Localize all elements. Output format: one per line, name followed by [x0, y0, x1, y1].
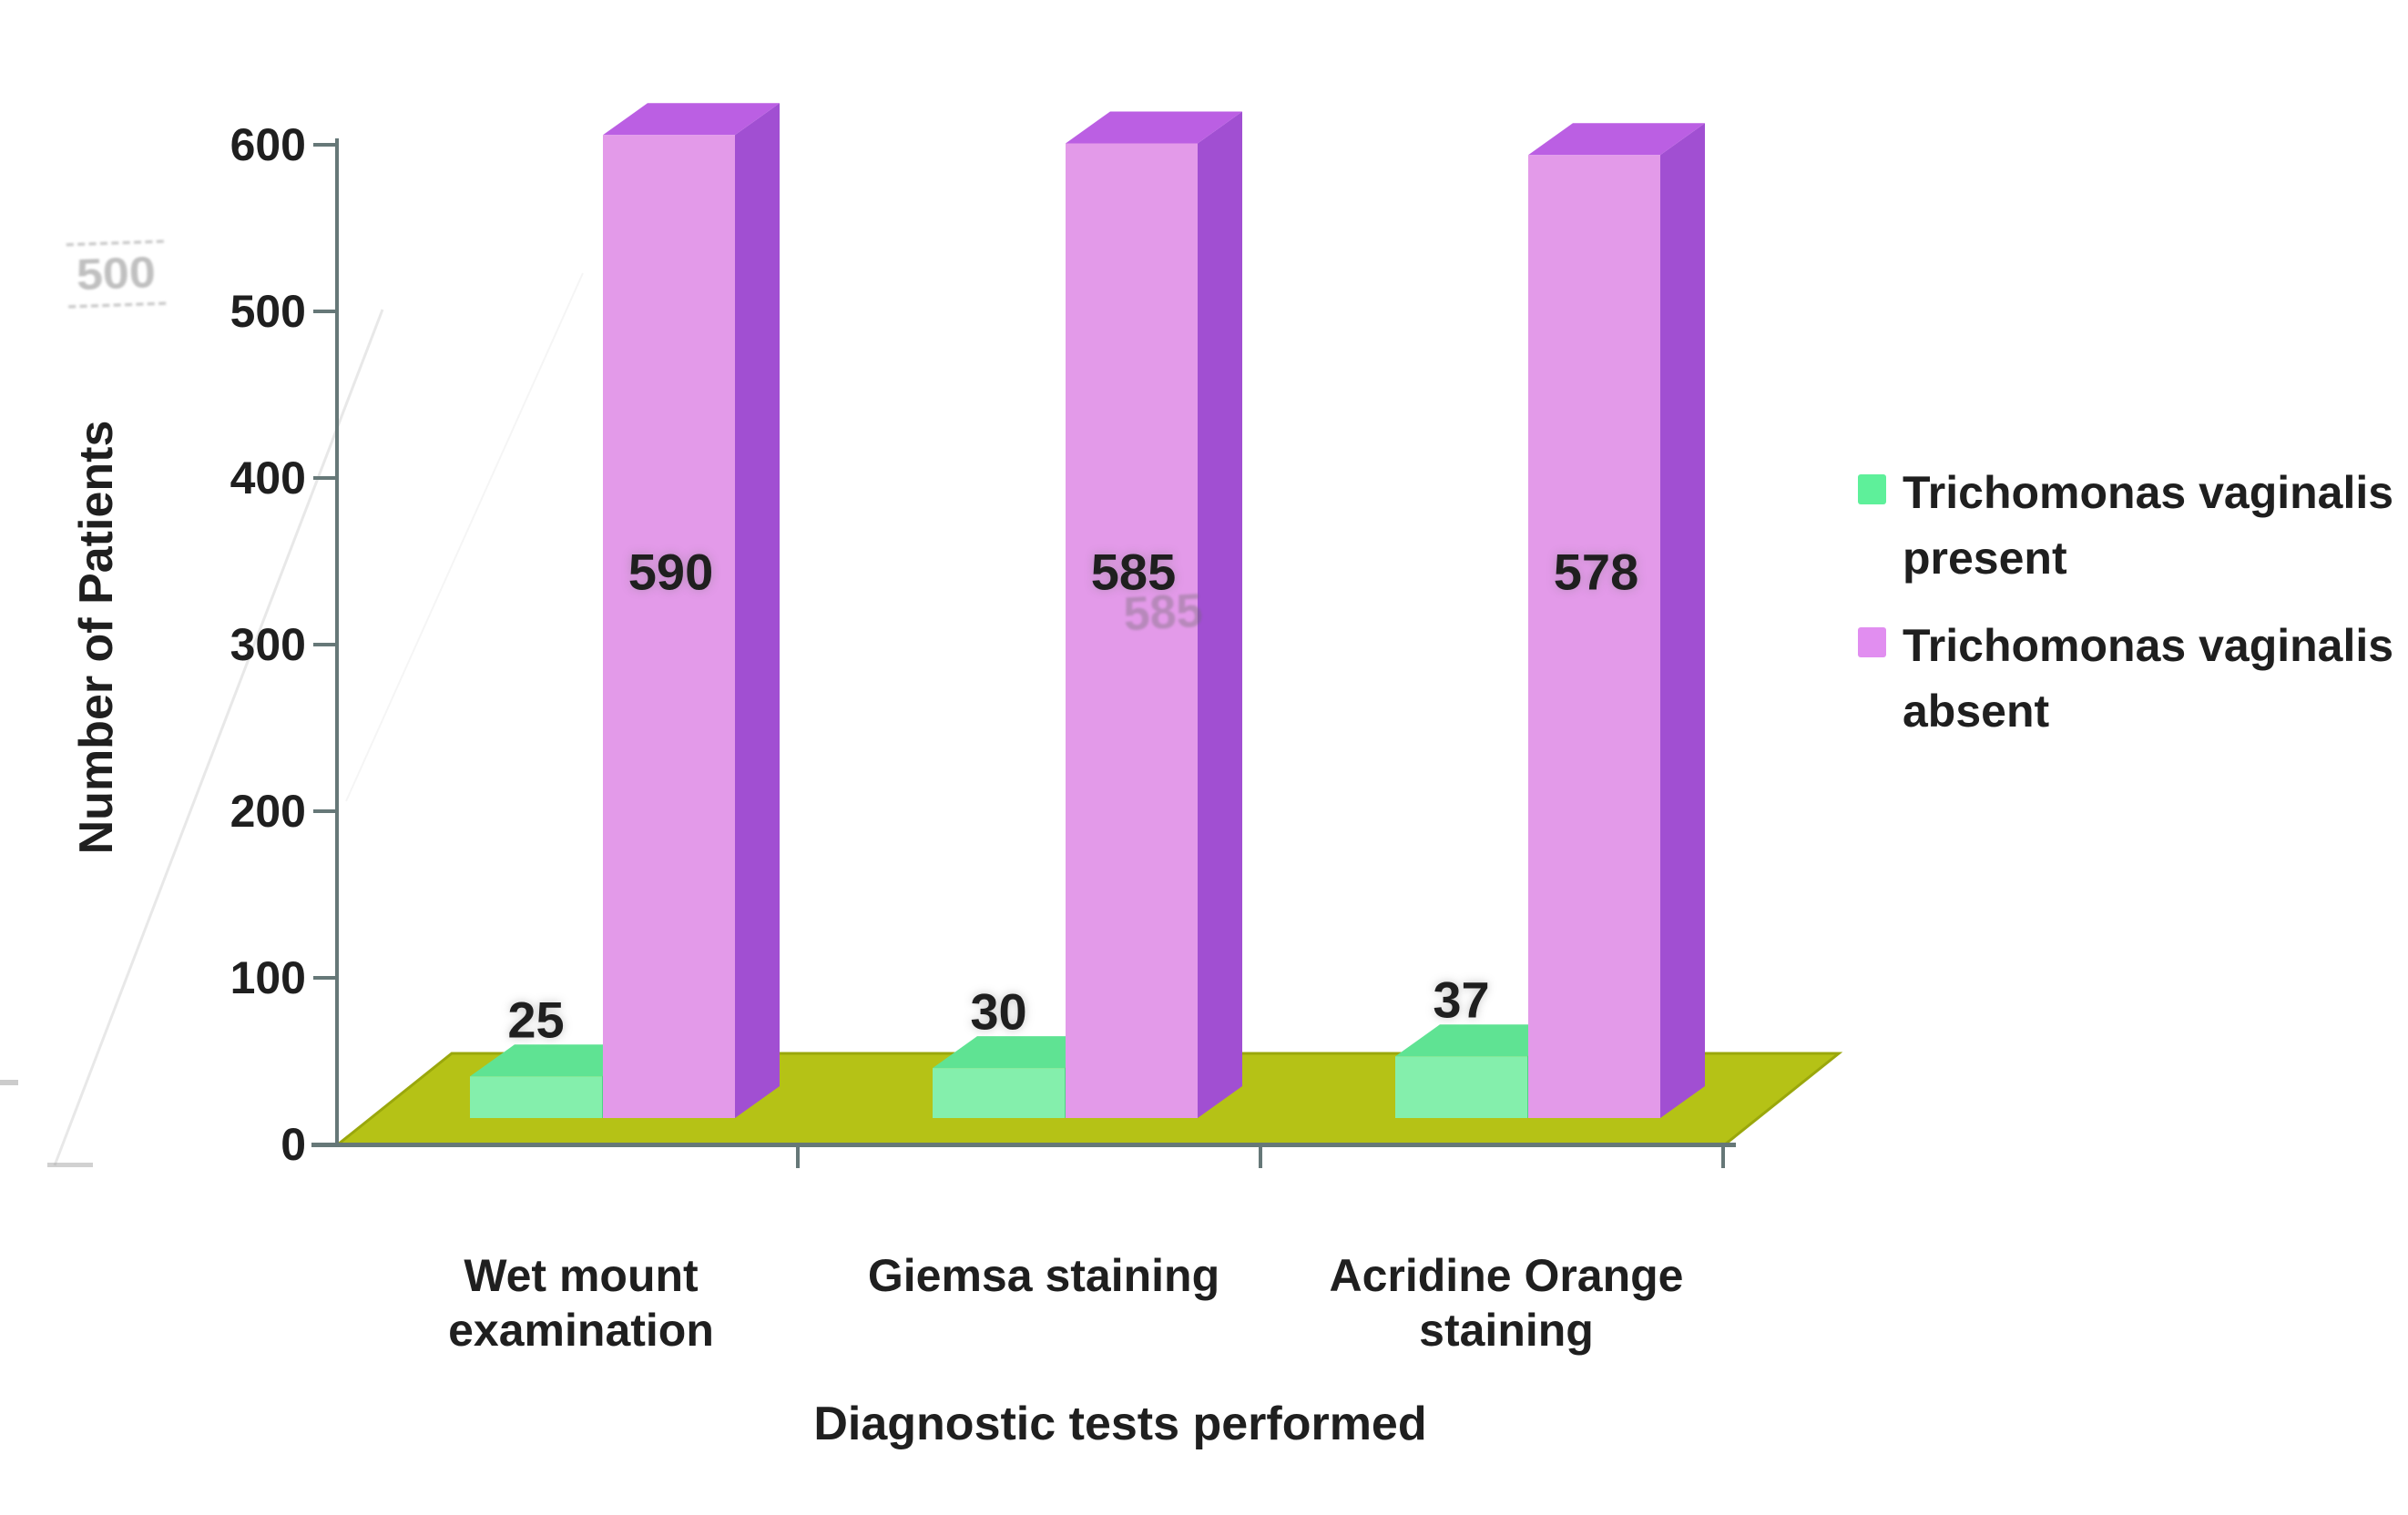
y-tick-label-400: 400 — [230, 452, 306, 503]
y-axis-tick-4 — [313, 809, 337, 813]
category-label-0: Wet mount examination — [448, 1250, 714, 1356]
value-label-absent-1: 585 — [1090, 543, 1177, 601]
value-label-present-0: 25 — [507, 991, 565, 1049]
y-axis-tick-5 — [313, 976, 337, 980]
bar-present-2-front — [1395, 1056, 1527, 1118]
value-label-present-2: 37 — [1433, 971, 1490, 1029]
x-axis-title: Diagnostic tests performed — [813, 1398, 1427, 1450]
x-axis-line — [311, 1143, 1736, 1147]
legend-item-present: Trichomonas vaginalis present — [1858, 460, 2393, 591]
value-label-absent-2: 578 — [1553, 543, 1639, 601]
bar-absent-0-front — [603, 135, 735, 1118]
y-axis-tick-0 — [313, 143, 337, 147]
x-axis-tick-2 — [1721, 1144, 1725, 1168]
scan-ghost-500: 500 — [66, 239, 166, 309]
bar-absent-1-side — [1198, 111, 1242, 1119]
category-label-2: Acridine Orange staining — [1329, 1250, 1684, 1356]
bar-absent-2-top — [1528, 123, 1705, 156]
category-label-1: Giemsa staining — [867, 1250, 1220, 1301]
bar-present-0-top — [470, 1044, 647, 1077]
scan-dash-left-edge — [0, 1080, 18, 1085]
legend-label: Trichomonas vaginalis present — [1903, 467, 2394, 584]
y-axis-line — [335, 138, 339, 1146]
y-tick-label-200: 200 — [230, 786, 306, 837]
bar-absent-2-front — [1528, 155, 1660, 1118]
y-axis-tick-6 — [313, 1143, 337, 1146]
y-tick-label-300: 300 — [230, 619, 306, 670]
bar-absent-1-top — [1066, 111, 1242, 144]
bar-absent-0-side — [735, 103, 780, 1118]
y-tick-label-0: 0 — [281, 1119, 306, 1170]
legend-swatch-icon — [1858, 474, 1886, 504]
bar-absent-1-front — [1066, 143, 1198, 1119]
y-axis-title: Number of Patients — [70, 420, 123, 855]
legend-item-absent: Trichomonas vaginalis absent — [1858, 613, 2393, 744]
y-tick-label-600: 600 — [230, 119, 306, 170]
legend-swatch-icon — [1858, 627, 1886, 657]
value-label-absent-0: 590 — [628, 543, 714, 601]
scan-streak-long — [53, 309, 384, 1166]
scan-streak-short — [345, 272, 584, 802]
y-axis-tick-3 — [313, 643, 337, 646]
x-axis-tick-0 — [796, 1144, 800, 1168]
bar-absent-2-side — [1660, 123, 1705, 1118]
bar-present-2-top — [1395, 1024, 1572, 1057]
y-axis-tick-2 — [313, 476, 337, 480]
y-tick-label-100: 100 — [230, 952, 306, 1003]
bar-present-0-front — [470, 1076, 602, 1118]
legend-label: Trichomonas vaginalis absent — [1903, 620, 2394, 737]
bar-present-1-front — [933, 1068, 1065, 1118]
value-label-present-1: 30 — [970, 982, 1027, 1041]
scan-dash-bottom-left — [47, 1163, 93, 1167]
y-tick-label-500: 500 — [230, 286, 306, 337]
scan-ghost-585: 585 — [1122, 584, 1204, 642]
x-axis-tick-1 — [1259, 1144, 1262, 1168]
bar-present-1-top — [933, 1036, 1109, 1069]
y-axis-tick-1 — [313, 310, 337, 313]
bar-absent-0-top — [603, 103, 780, 136]
